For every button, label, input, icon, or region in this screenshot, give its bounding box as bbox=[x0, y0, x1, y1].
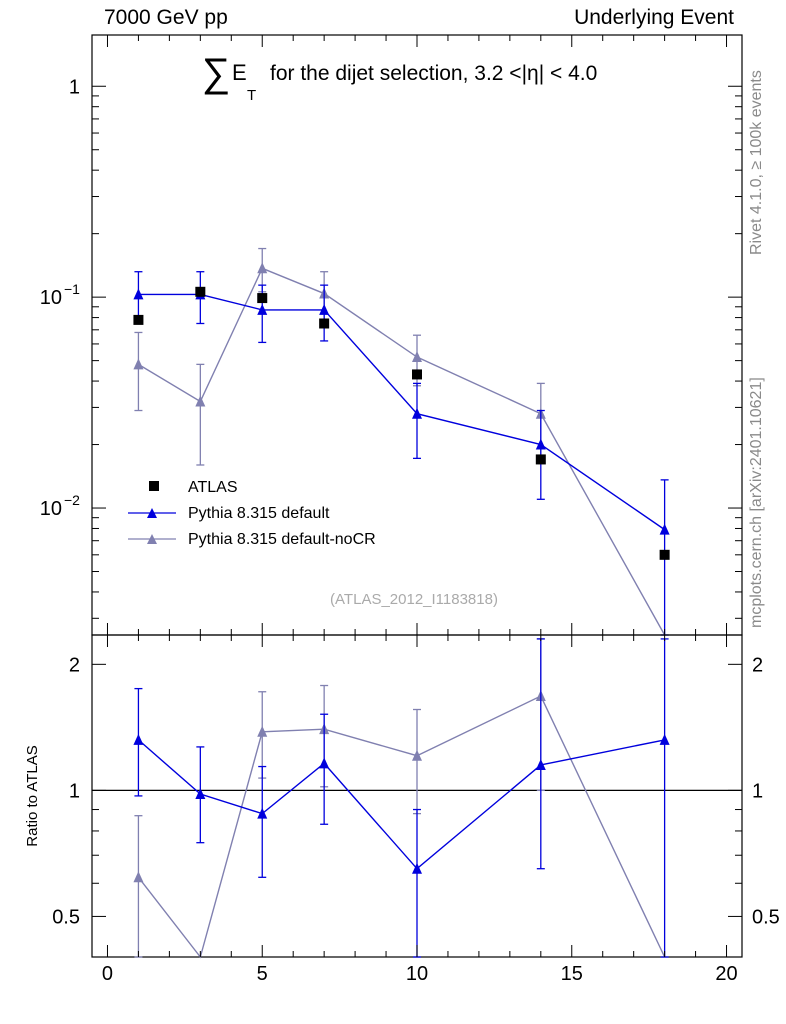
ratio-ytick-label-left: 0.5 bbox=[52, 906, 80, 928]
main-default-point bbox=[319, 303, 330, 315]
main-panel: 110−110−2 bbox=[40, 34, 743, 636]
main-nocr-point bbox=[133, 358, 144, 370]
main-atlas-point bbox=[535, 454, 546, 465]
ratio-ytick-label-right: 0.5 bbox=[752, 906, 780, 928]
main-ytick-exponent: −2 bbox=[64, 492, 80, 508]
ratio-nocr-point bbox=[133, 871, 144, 883]
ratio-default-point bbox=[195, 788, 206, 800]
x-axis: 0 5 10 15 20 bbox=[102, 35, 738, 985]
main-default-point bbox=[659, 523, 670, 535]
legend-marker-nocr bbox=[147, 534, 157, 544]
header-left-label: 7000 GeV pp bbox=[104, 6, 228, 29]
ratio-nocr-point bbox=[257, 725, 268, 737]
x-tick-label: 0 bbox=[102, 963, 113, 985]
ratio-default-line bbox=[137, 739, 665, 870]
legend-marker-default bbox=[147, 508, 157, 518]
title-subscript: T bbox=[247, 87, 256, 104]
x-tick-label: 5 bbox=[257, 963, 268, 985]
main-atlas-point bbox=[412, 369, 422, 380]
title-e-letter: E bbox=[232, 60, 247, 85]
main-nocr-point bbox=[257, 262, 268, 274]
main-atlas-point bbox=[257, 293, 268, 304]
main-nocr-point bbox=[412, 351, 422, 363]
main-atlas-point bbox=[659, 549, 670, 560]
ratio-ylabel: Ratio to ATLAS bbox=[24, 745, 41, 846]
main-ytick-label: 10 bbox=[40, 287, 62, 309]
ratio-default-point bbox=[659, 733, 670, 745]
ratio-nocr-line bbox=[137, 695, 666, 959]
x-tick-label: 15 bbox=[561, 963, 583, 985]
x-tick-label: 20 bbox=[715, 963, 737, 985]
main-default-point bbox=[257, 303, 268, 315]
ratio-ytick-label-left: 1 bbox=[69, 780, 80, 802]
title-rest: for the dijet selection, 3.2 <|η| < 4.0 bbox=[270, 62, 597, 85]
main-ytick-label: 1 bbox=[69, 76, 80, 98]
analysis-watermark: (ATLAS_2012_I1183818) bbox=[330, 591, 498, 608]
main-atlas-point bbox=[195, 286, 206, 297]
main-default-point bbox=[133, 288, 144, 300]
ratio-nocr-point bbox=[412, 749, 422, 761]
legend-label-nocr: Pythia 8.315 default-noCR bbox=[188, 531, 376, 548]
title-sum-symbol: ∑ bbox=[202, 51, 231, 95]
legend-label-default: Pythia 8.315 default bbox=[188, 505, 330, 522]
ratio-default-point bbox=[133, 733, 144, 745]
ratio-default-point bbox=[257, 807, 268, 819]
ratio-ytick-label-right: 2 bbox=[752, 654, 763, 676]
main-default-point bbox=[412, 407, 422, 419]
legend-marker-atlas bbox=[149, 481, 159, 491]
legend-label-atlas: ATLAS bbox=[188, 479, 238, 496]
main-default-point bbox=[535, 438, 546, 450]
ratio-ytick-label-left: 2 bbox=[69, 654, 80, 676]
legend: ATLAS Pythia 8.315 default Pythia 8.315 … bbox=[128, 479, 376, 548]
ratio-default-point bbox=[535, 758, 546, 770]
header-right-label: Underlying Event bbox=[574, 6, 734, 29]
main-ytick-exponent: −1 bbox=[64, 281, 80, 297]
ratio-ytick-label-right: 1 bbox=[752, 780, 763, 802]
ratio-default-point bbox=[412, 862, 422, 874]
main-atlas-point bbox=[133, 314, 144, 325]
ratio-default-point bbox=[319, 757, 330, 769]
main-atlas-point bbox=[319, 318, 330, 329]
main-nocr-point bbox=[195, 395, 206, 407]
main-ytick-label: 10 bbox=[40, 498, 62, 520]
ratio-panel: 2 2 1 1 0.5 0.5 bbox=[52, 634, 780, 959]
main-nocr-line bbox=[138, 267, 666, 636]
x-tick-label: 10 bbox=[406, 963, 428, 985]
